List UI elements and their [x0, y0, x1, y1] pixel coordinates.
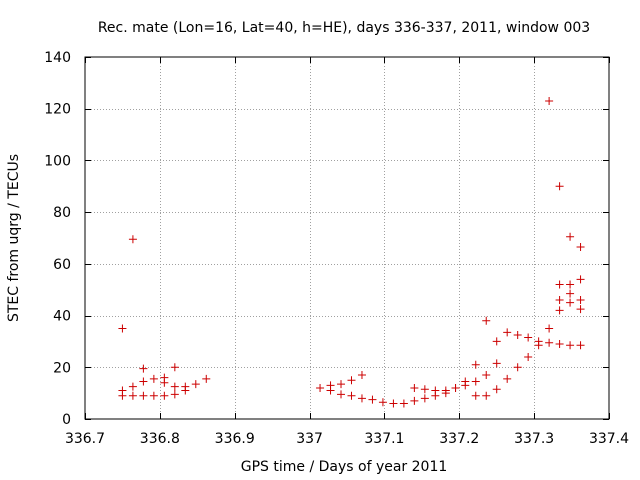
- x-tick-label: 337: [296, 431, 323, 447]
- x-axis-label: GPS time / Days of year 2011: [241, 459, 448, 475]
- x-tick-label: 336.8: [140, 431, 180, 447]
- data-point: [492, 337, 501, 346]
- chart-title: Rec. mate (Lon=16, Lat=40, h=HE), days 3…: [98, 20, 590, 36]
- data-point: [451, 383, 460, 392]
- x-tick-label: 337.4: [589, 431, 629, 447]
- data-point: [202, 374, 211, 383]
- data-point: [139, 391, 148, 400]
- data-point: [441, 389, 450, 398]
- data-point: [534, 341, 543, 350]
- data-point: [389, 399, 398, 408]
- data-point: [555, 306, 564, 315]
- x-tick-label: 337.1: [364, 431, 404, 447]
- y-tick-label: 0: [62, 412, 71, 428]
- x-tick-label: 337.3: [514, 431, 554, 447]
- data-point: [566, 289, 575, 298]
- x-tick-label: 337.2: [439, 431, 479, 447]
- data-point: [170, 390, 179, 399]
- data-point: [378, 398, 387, 407]
- data-point: [576, 275, 585, 284]
- data-point: [170, 382, 179, 391]
- data-point: [566, 341, 575, 350]
- data-point: [482, 316, 491, 325]
- data-point: [149, 391, 158, 400]
- data-point: [431, 391, 440, 400]
- data-point: [139, 364, 148, 373]
- data-point: [410, 396, 419, 405]
- data-point: [420, 385, 429, 394]
- data-point: [316, 383, 325, 392]
- data-point: [576, 341, 585, 350]
- data-point: [545, 324, 554, 333]
- data-point: [471, 391, 480, 400]
- data-point: [337, 380, 346, 389]
- tick-labels: 336.7 336.8 336.9 337 337.1 337.2 337.3 337.4 0 2…: [44, 50, 629, 447]
- data-point: [555, 280, 564, 289]
- y-tick-label: 20: [53, 360, 71, 376]
- data-point: [160, 391, 169, 400]
- data-point: [347, 376, 356, 385]
- data-point: [170, 363, 179, 372]
- data-point: [471, 377, 480, 386]
- data-point: [513, 330, 522, 339]
- plot-frame: [84, 56, 610, 420]
- data-point: [160, 378, 169, 387]
- data-point: [492, 385, 501, 394]
- data-point: [545, 338, 554, 347]
- data-point: [576, 305, 585, 314]
- data-point: [191, 380, 200, 389]
- data-point: [545, 96, 554, 105]
- data-point: [566, 232, 575, 241]
- data-point: [118, 324, 127, 333]
- data-point: [357, 371, 366, 380]
- data-point: [149, 374, 158, 383]
- x-tick-label: 336.9: [215, 431, 255, 447]
- data-point: [555, 340, 564, 349]
- data-point: [399, 399, 408, 408]
- data-point: [576, 243, 585, 252]
- data-point: [503, 328, 512, 337]
- x-tick-label: 336.7: [65, 431, 105, 447]
- data-points: [118, 96, 585, 408]
- data-point: [524, 333, 533, 342]
- y-tick-label: 120: [44, 102, 71, 118]
- data-point: [492, 359, 501, 368]
- data-point: [410, 383, 419, 392]
- data-point: [420, 394, 429, 403]
- y-tick-label: 60: [53, 257, 71, 273]
- y-tick-label: 40: [53, 309, 71, 325]
- data-point: [524, 352, 533, 361]
- y-tick-label: 140: [44, 50, 71, 66]
- data-point: [118, 391, 127, 400]
- data-point: [471, 360, 480, 369]
- data-point: [513, 363, 522, 372]
- y-axis-label: STEC from uqrg / TECUs: [6, 154, 22, 322]
- data-point: [482, 371, 491, 380]
- y-tick-label: 80: [53, 205, 71, 221]
- data-point: [326, 386, 335, 395]
- data-point: [566, 280, 575, 289]
- data-point: [128, 382, 137, 391]
- data-point: [128, 391, 137, 400]
- data-point: [576, 296, 585, 305]
- data-point: [347, 391, 356, 400]
- data-point: [555, 182, 564, 191]
- data-point: [337, 390, 346, 399]
- data-point: [128, 235, 137, 244]
- data-point: [555, 296, 564, 305]
- y-tick-label: 100: [44, 153, 71, 169]
- data-point: [139, 377, 148, 386]
- data-point: [566, 298, 575, 307]
- data-point: [482, 391, 491, 400]
- data-point: [503, 374, 512, 383]
- data-point: [368, 395, 377, 404]
- data-point: [357, 394, 366, 403]
- data-point: [181, 386, 190, 395]
- data-point: [461, 381, 470, 390]
